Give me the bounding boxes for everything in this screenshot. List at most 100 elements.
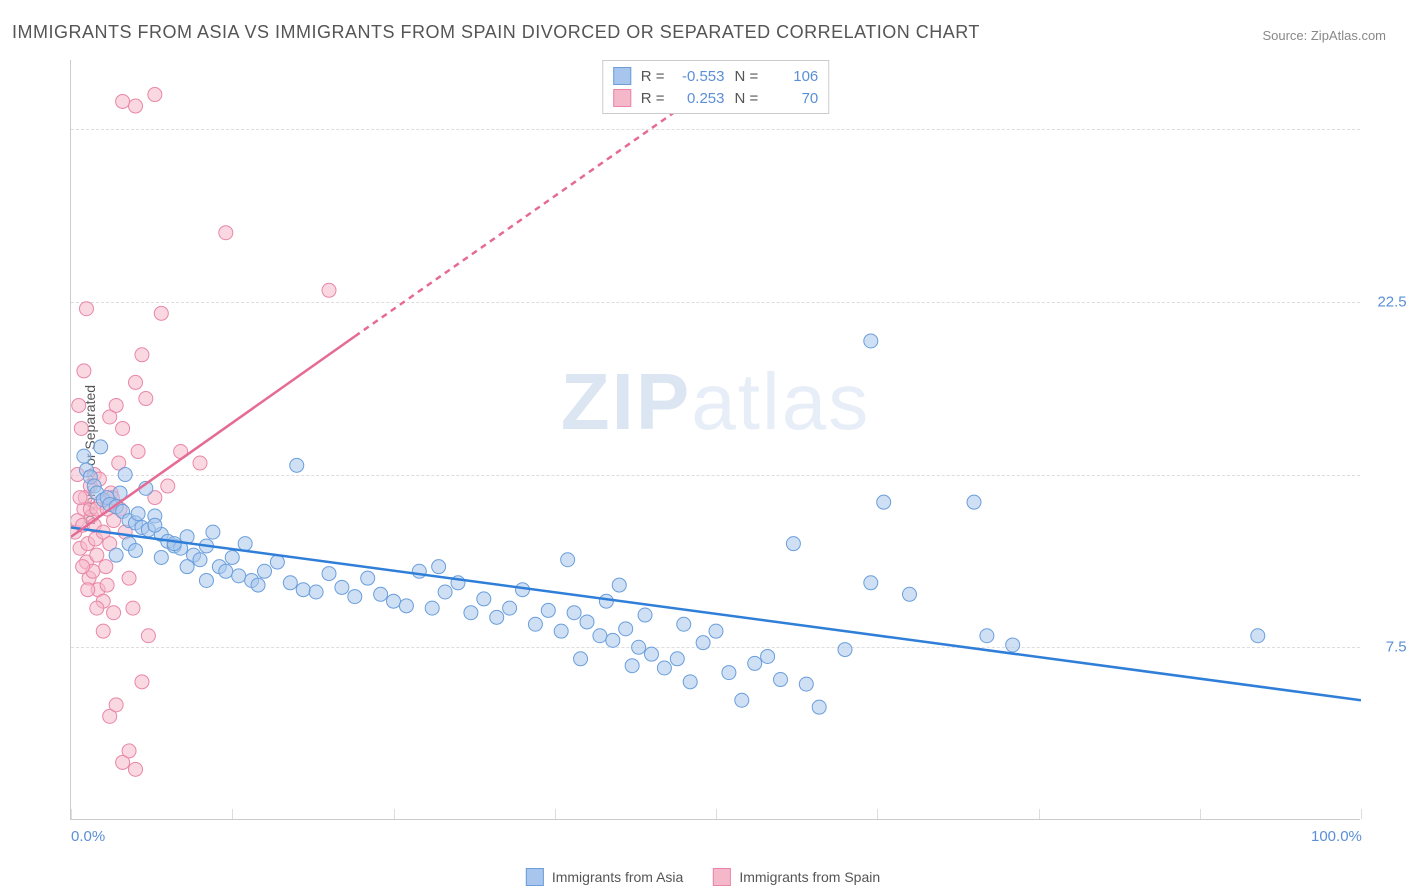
scatter-point xyxy=(141,629,155,643)
legend-item-asia: Immigrants from Asia xyxy=(526,868,683,886)
scatter-point xyxy=(657,661,671,675)
legend-label-asia: Immigrants from Asia xyxy=(552,869,683,885)
scatter-point xyxy=(503,601,517,615)
source-attribution: Source: ZipAtlas.com xyxy=(1262,28,1386,43)
scatter-point xyxy=(335,580,349,594)
trend-line xyxy=(71,528,1361,701)
y-tick-label: 7.5% xyxy=(1386,639,1406,656)
scatter-point xyxy=(632,640,646,654)
r-value-asia: -0.553 xyxy=(675,68,725,85)
scatter-point xyxy=(77,449,91,463)
scatter-point xyxy=(131,507,145,521)
trend-line xyxy=(355,83,716,336)
r-label: R = xyxy=(641,90,665,107)
scatter-point xyxy=(129,762,143,776)
scatter-point xyxy=(980,629,994,643)
n-label: N = xyxy=(735,90,759,107)
plot-area: ZIPatlas R = -0.553 N = 106 R = 0.253 N … xyxy=(70,60,1360,820)
stats-legend: R = -0.553 N = 106 R = 0.253 N = 70 xyxy=(602,60,830,114)
scatter-point xyxy=(135,675,149,689)
scatter-point xyxy=(116,421,130,435)
scatter-point xyxy=(100,578,114,592)
scatter-point xyxy=(638,608,652,622)
scatter-point xyxy=(90,601,104,615)
x-tick-label: 100.0% xyxy=(1311,828,1362,845)
scatter-point xyxy=(580,615,594,629)
scatter-point xyxy=(1006,638,1020,652)
scatter-point xyxy=(838,643,852,657)
scatter-point xyxy=(193,553,207,567)
scatter-point xyxy=(490,610,504,624)
scatter-point xyxy=(131,445,145,459)
scatter-point xyxy=(283,576,297,590)
chart-title: IMMIGRANTS FROM ASIA VS IMMIGRANTS FROM … xyxy=(12,22,980,43)
scatter-point xyxy=(554,624,568,638)
n-value-spain: 70 xyxy=(768,90,818,107)
scatter-point xyxy=(251,578,265,592)
scatter-point xyxy=(94,440,108,454)
scatter-point xyxy=(541,603,555,617)
scatter-point xyxy=(670,652,684,666)
scatter-point xyxy=(73,491,87,505)
scatter-point xyxy=(238,537,252,551)
scatter-point xyxy=(129,99,143,113)
scatter-point xyxy=(748,656,762,670)
scatter-point xyxy=(677,617,691,631)
x-tick-label: 0.0% xyxy=(71,828,105,845)
scatter-point xyxy=(399,599,413,613)
scatter-point xyxy=(74,421,88,435)
scatter-point xyxy=(322,567,336,581)
scatter-point xyxy=(761,649,775,663)
x-gridline xyxy=(1361,809,1362,819)
scatter-point xyxy=(348,590,362,604)
r-label: R = xyxy=(641,68,665,85)
scatter-point xyxy=(116,94,130,108)
scatter-point xyxy=(425,601,439,615)
scatter-point xyxy=(79,302,93,316)
scatter-point xyxy=(76,560,90,574)
scatter-point xyxy=(154,550,168,564)
scatter-point xyxy=(387,594,401,608)
scatter-point xyxy=(206,525,220,539)
scatter-point xyxy=(167,537,181,551)
scatter-point xyxy=(199,573,213,587)
r-value-spain: 0.253 xyxy=(675,90,725,107)
scatter-point xyxy=(219,564,233,578)
scatter-point xyxy=(109,398,123,412)
scatter-point xyxy=(722,666,736,680)
scatter-point xyxy=(109,698,123,712)
scatter-point xyxy=(528,617,542,631)
scatter-point xyxy=(225,550,239,564)
scatter-point xyxy=(645,647,659,661)
scatter-point xyxy=(786,537,800,551)
legend-item-spain: Immigrants from Spain xyxy=(713,868,880,886)
scatter-point xyxy=(148,518,162,532)
scatter-point xyxy=(309,585,323,599)
legend-swatch-spain xyxy=(713,868,731,886)
stats-legend-row-asia: R = -0.553 N = 106 xyxy=(613,65,819,87)
scatter-point xyxy=(161,479,175,493)
scatter-point xyxy=(322,283,336,297)
scatter-point xyxy=(903,587,917,601)
scatter-point xyxy=(126,601,140,615)
scatter-point xyxy=(129,544,143,558)
scatter-point xyxy=(812,700,826,714)
scatter-point xyxy=(864,334,878,348)
legend-swatch-spain xyxy=(613,89,631,107)
scatter-point xyxy=(464,606,478,620)
scatter-point xyxy=(612,578,626,592)
scatter-point xyxy=(180,560,194,574)
scatter-point xyxy=(296,583,310,597)
chart-container: Divorced or Separated ZIPatlas R = -0.55… xyxy=(50,60,1390,850)
scatter-point xyxy=(574,652,588,666)
scatter-point xyxy=(219,226,233,240)
scatter-point xyxy=(477,592,491,606)
scatter-point xyxy=(1251,629,1265,643)
scatter-point xyxy=(122,744,136,758)
scatter-point xyxy=(619,622,633,636)
scatter-point xyxy=(567,606,581,620)
scatter-point xyxy=(864,576,878,590)
scatter-point xyxy=(122,571,136,585)
scatter-point xyxy=(877,495,891,509)
n-value-asia: 106 xyxy=(768,68,818,85)
